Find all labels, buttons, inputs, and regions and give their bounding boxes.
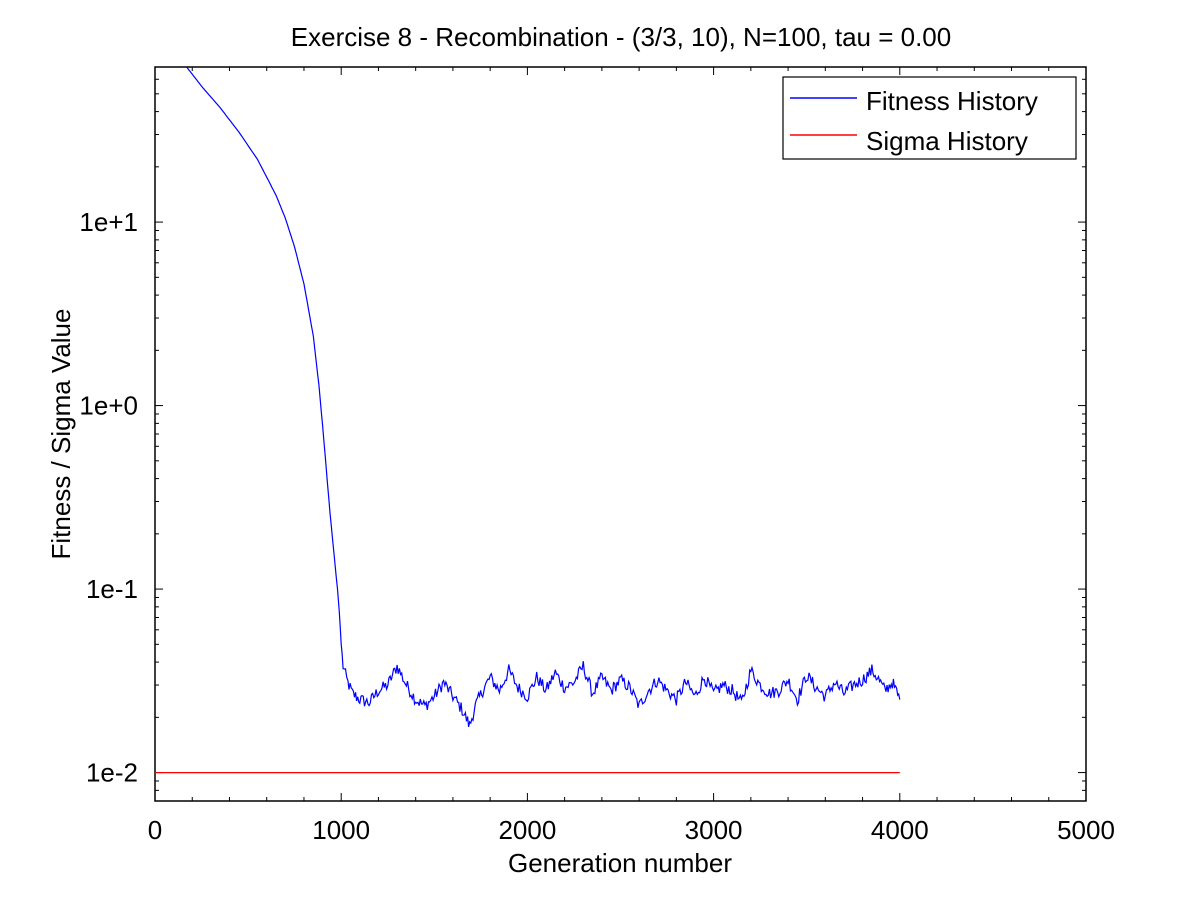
plot-area — [154, 66, 1087, 802]
x-tick-label: 1000 — [312, 815, 370, 845]
y-axis-label: Fitness / Sigma Value — [46, 309, 76, 560]
x-tick-label: 2000 — [498, 815, 556, 845]
x-tick-label: 3000 — [685, 815, 743, 845]
x-tick-label: 0 — [148, 815, 162, 845]
legend-label-sigma-history: Sigma History — [866, 126, 1028, 156]
x-tick-label: 4000 — [871, 815, 929, 845]
legend-box — [782, 76, 1077, 160]
y-tick-label: 1e-2 — [86, 758, 138, 788]
y-tick-label: 1e+1 — [79, 207, 138, 237]
chart-title: Exercise 8 - Recombination - (3/3, 10), … — [291, 22, 951, 52]
series-group — [155, 67, 901, 774]
legend: Fitness History Sigma History — [782, 76, 1077, 160]
legend-label-fitness-history: Fitness History — [866, 86, 1038, 116]
fitness-history-line — [186, 67, 901, 728]
y-axis: 1e-2 1e-1 1e+0 1e+1 — [79, 66, 1086, 802]
x-tick-label: 5000 — [1057, 815, 1115, 845]
y-tick-label: 1e+0 — [79, 391, 138, 421]
y-tick-label: 1e-1 — [86, 574, 138, 604]
x-axis-label: Generation number — [508, 848, 732, 878]
x-axis: 0 1000 2000 3000 4000 5000 — [148, 67, 1115, 845]
